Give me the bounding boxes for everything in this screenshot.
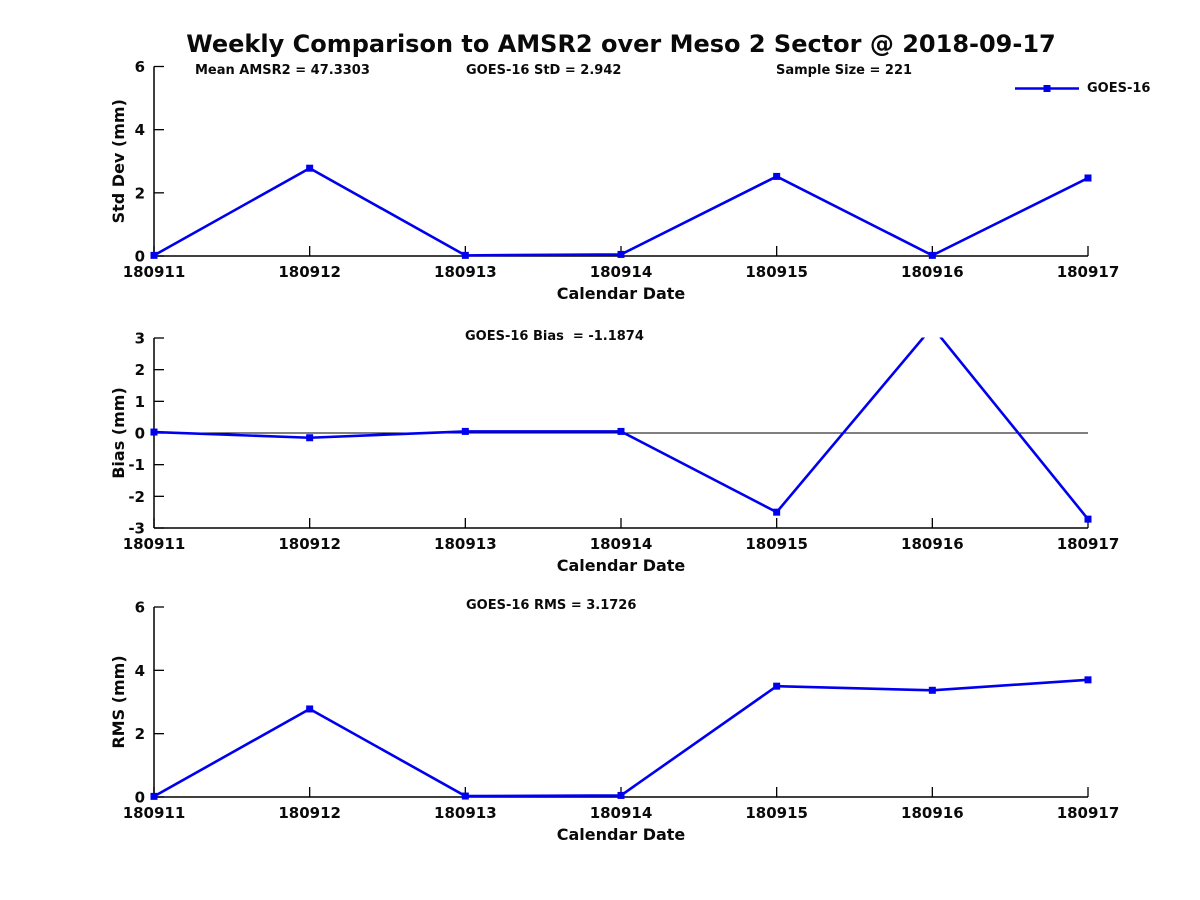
x-tick-label: 180915 (745, 804, 808, 822)
chart-1-xlabel: Calendar Date (557, 556, 686, 575)
annotation-sample-size: Sample Size = 221 (776, 63, 913, 78)
chart-0-marker-180915 (773, 172, 781, 180)
chart-2-axes: 0 2 4 6 180911 180912 180913 180914 180915 180916… (123, 599, 1120, 823)
y-tick-label: 2 (135, 184, 145, 202)
x-tick-label: 180912 (278, 535, 341, 553)
chart-0-marker-180911 (150, 251, 158, 259)
chart-2-marker-180916 (928, 686, 936, 694)
y-tick-label: 2 (135, 361, 145, 379)
chart-1-marker-180914 (617, 427, 625, 435)
x-tick-label: 180915 (745, 535, 808, 553)
x-tick-label: 180911 (123, 263, 186, 281)
chart-0-marker-180912 (306, 164, 314, 172)
chart-2-marker-180917 (1084, 676, 1092, 684)
x-tick-label: 180917 (1057, 263, 1120, 281)
annotation-goes16-bias: GOES-16 Bias = -1.1874 (465, 329, 644, 344)
annotation-goes16-rms: GOES-16 RMS = 3.1726 (466, 598, 637, 613)
chart-1-series-line (154, 337, 1088, 520)
chart-0-axes: 0 2 4 6 180911 180912 180913 180914 180915 180916… (123, 58, 1120, 281)
chart-0-xlabel: Calendar Date (557, 284, 686, 303)
x-tick-label: 180913 (434, 263, 497, 281)
y-tick-label: 6 (135, 58, 145, 76)
x-tick-label: 180916 (901, 263, 964, 281)
y-tick-label: 4 (135, 121, 145, 139)
chart-2-xlabel: Calendar Date (557, 825, 686, 844)
y-tick-label: 0 (135, 248, 145, 266)
chart-2-series-line (154, 678, 1088, 798)
chart-2-marker-180913 (461, 792, 469, 800)
chart-1-marker-180912 (306, 434, 314, 442)
chart-1: -3 -2 -1 0 1 2 3 180911 180912 180913 180914 180915… (109, 330, 1120, 576)
x-tick-label: 180914 (590, 804, 653, 822)
chart-1-axes: -3 -2 -1 0 1 2 3 180911 180912 180913 180914 180915… (123, 330, 1120, 554)
chart-1-marker-180913 (461, 427, 469, 435)
chart-0-ylabel: Std Dev (mm) (109, 99, 128, 223)
y-tick-label: 1 (135, 393, 145, 411)
x-tick-label: 180913 (434, 535, 497, 553)
chart-2-marker-180911 (150, 792, 158, 800)
x-tick-label: 180911 (123, 535, 186, 553)
y-tick-label: 6 (135, 599, 145, 617)
chart-0-marker-180917 (1084, 174, 1092, 182)
chart-0-marker-180914 (617, 250, 625, 258)
x-tick-label: 180912 (278, 804, 341, 822)
y-tick-label: 0 (135, 425, 145, 443)
chart-1-marker-180915 (773, 508, 781, 516)
y-tick-label: -1 (128, 456, 145, 474)
chart-1-marker-180911 (150, 428, 158, 436)
legend-line-icon (1015, 85, 1079, 92)
chart-0-series-line (154, 166, 1088, 257)
y-tick-label: 2 (135, 725, 145, 743)
chart-1-marker-180917 (1084, 515, 1092, 523)
y-tick-label: -2 (128, 488, 145, 506)
chart-2-ylabel: RMS (mm) (109, 655, 128, 748)
x-tick-label: 180914 (590, 263, 653, 281)
chart-2-marker-180914 (617, 791, 625, 799)
chart-2: 0 2 4 6 180911 180912 180913 180914 180915 180916… (109, 599, 1119, 845)
x-tick-label: 180917 (1057, 535, 1120, 553)
chart-0-marker-180916 (928, 251, 936, 259)
chart-0-marker-180913 (461, 251, 469, 259)
x-tick-label: 180916 (901, 535, 964, 553)
annotation-goes16-std: GOES-16 StD = 2.942 (466, 63, 622, 78)
x-tick-label: 180913 (434, 804, 497, 822)
chart-0: 0 2 4 6 180911 180912 180913 180914 180915 180916… (109, 58, 1119, 303)
legend: GOES-16 (1014, 81, 1150, 96)
x-tick-label: 180912 (278, 263, 341, 281)
legend-label: GOES-16 (1087, 81, 1151, 96)
x-tick-label: 180915 (745, 263, 808, 281)
annotation-mean-amsr2: Mean AMSR2 = 47.3303 (195, 63, 370, 78)
x-tick-label: 180916 (901, 804, 964, 822)
y-tick-label: 0 (135, 789, 145, 807)
chart-2-marker-180915 (773, 682, 781, 690)
figure-title: Weekly Comparison to AMSR2 over Meso 2 S… (186, 30, 1056, 58)
y-tick-label: 3 (135, 330, 145, 348)
x-tick-label: 180914 (590, 535, 653, 553)
y-tick-label: -3 (128, 520, 145, 538)
chart-2-marker-180912 (306, 705, 314, 713)
x-tick-label: 180917 (1057, 804, 1120, 822)
chart-1-ylabel: Bias (mm) (109, 387, 128, 479)
y-tick-label: 4 (135, 662, 145, 680)
x-tick-label: 180911 (123, 804, 186, 822)
